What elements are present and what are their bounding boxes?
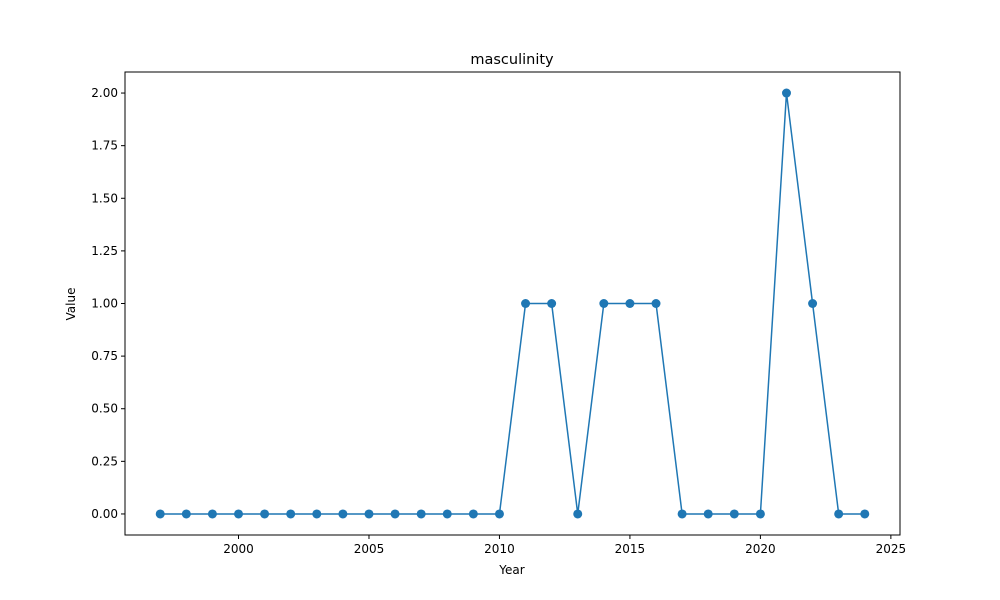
x-axis-label: Year [498, 563, 524, 577]
x-tick-label: 2025 [876, 542, 907, 556]
x-axis: 2000 2005 2010 2015 2020 2025 [223, 535, 906, 556]
data-point [207, 509, 217, 519]
x-tick-label: 2000 [223, 542, 254, 556]
series-line [160, 92, 865, 515]
data-point [416, 509, 426, 519]
data-point [442, 509, 452, 519]
data-point [599, 299, 609, 308]
plot-area [155, 88, 870, 519]
data-point [234, 509, 244, 519]
x-tick-label: 2020 [745, 542, 776, 556]
data-point [625, 299, 635, 308]
data-point [781, 88, 791, 98]
data-point [312, 509, 322, 519]
x-tick-label: 2015 [615, 542, 646, 556]
x-tick-label: 2010 [484, 542, 515, 556]
y-axis-label: Value [64, 288, 78, 321]
y-tick-label: 1.75 [91, 139, 118, 153]
y-axis: 0.00 0.25 0.50 0.75 1.00 1.25 1.50 1.75 2.00 [91, 86, 125, 521]
data-point [808, 299, 818, 308]
data-point [834, 509, 844, 519]
y-tick-label: 2.00 [91, 86, 118, 100]
data-point [494, 509, 504, 519]
data-point [364, 509, 374, 519]
data-point [286, 509, 296, 519]
x-tick-label: 2005 [354, 542, 385, 556]
y-tick-label: 0.00 [91, 507, 118, 521]
y-tick-label: 1.25 [91, 244, 118, 258]
data-point [521, 299, 531, 308]
data-point [338, 509, 348, 519]
data-point [390, 509, 400, 519]
y-tick-label: 0.75 [91, 349, 118, 363]
data-point [573, 509, 583, 519]
data-point [260, 509, 270, 519]
data-point [651, 299, 661, 308]
data-point [181, 509, 191, 519]
y-tick-label: 0.50 [91, 402, 118, 416]
y-tick-label: 1.00 [91, 297, 118, 311]
data-point [155, 509, 165, 519]
data-point [547, 299, 557, 308]
data-point [677, 509, 687, 519]
data-point [468, 509, 478, 519]
chart-title: masculinity [470, 52, 554, 68]
y-tick-label: 0.25 [91, 454, 118, 468]
y-tick-label: 1.50 [91, 191, 118, 205]
data-point [755, 509, 765, 519]
data-point [729, 509, 739, 519]
data-point [860, 509, 870, 519]
data-point [703, 509, 713, 519]
